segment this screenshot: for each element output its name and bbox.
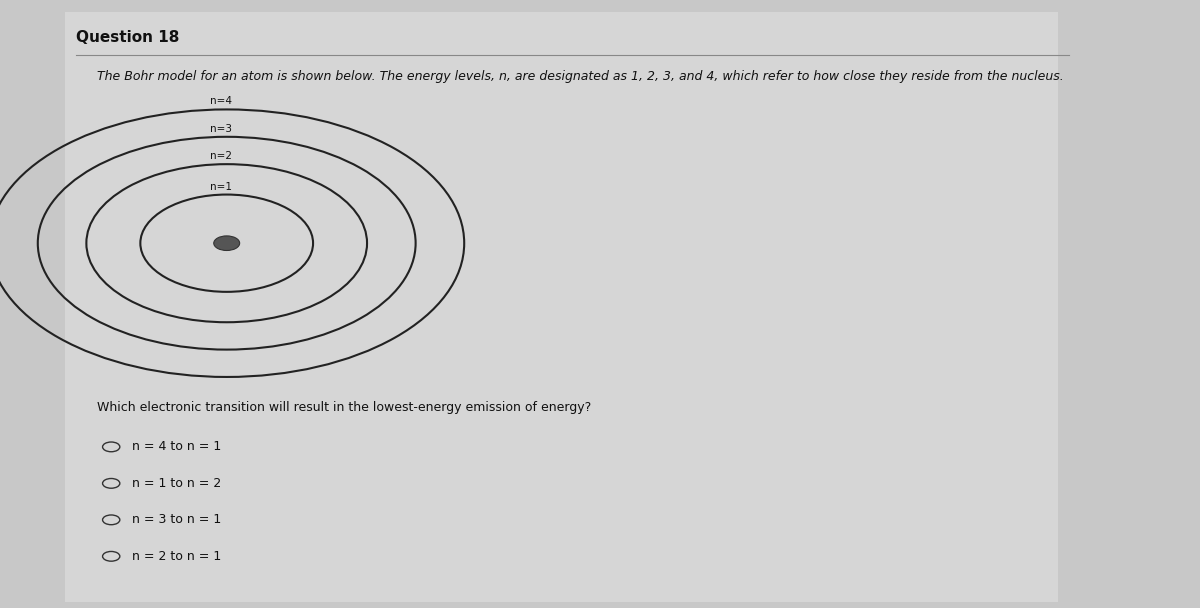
Text: n=3: n=3 <box>210 124 233 134</box>
FancyBboxPatch shape <box>65 12 1058 602</box>
Text: n = 1 to n = 2: n = 1 to n = 2 <box>132 477 221 490</box>
Text: n = 2 to n = 1: n = 2 to n = 1 <box>132 550 221 563</box>
Text: Question 18: Question 18 <box>76 30 179 46</box>
Text: The Bohr model for an atom is shown below. The energy levels, n, are designated : The Bohr model for an atom is shown belo… <box>97 70 1064 83</box>
Text: n = 4 to n = 1: n = 4 to n = 1 <box>132 440 221 454</box>
Text: n=1: n=1 <box>210 182 233 192</box>
Circle shape <box>214 236 240 250</box>
Text: n = 3 to n = 1: n = 3 to n = 1 <box>132 513 221 527</box>
Text: n=4: n=4 <box>210 97 233 106</box>
Text: Which electronic transition will result in the lowest-energy emission of energy?: Which electronic transition will result … <box>97 401 592 414</box>
Text: n=2: n=2 <box>210 151 233 161</box>
